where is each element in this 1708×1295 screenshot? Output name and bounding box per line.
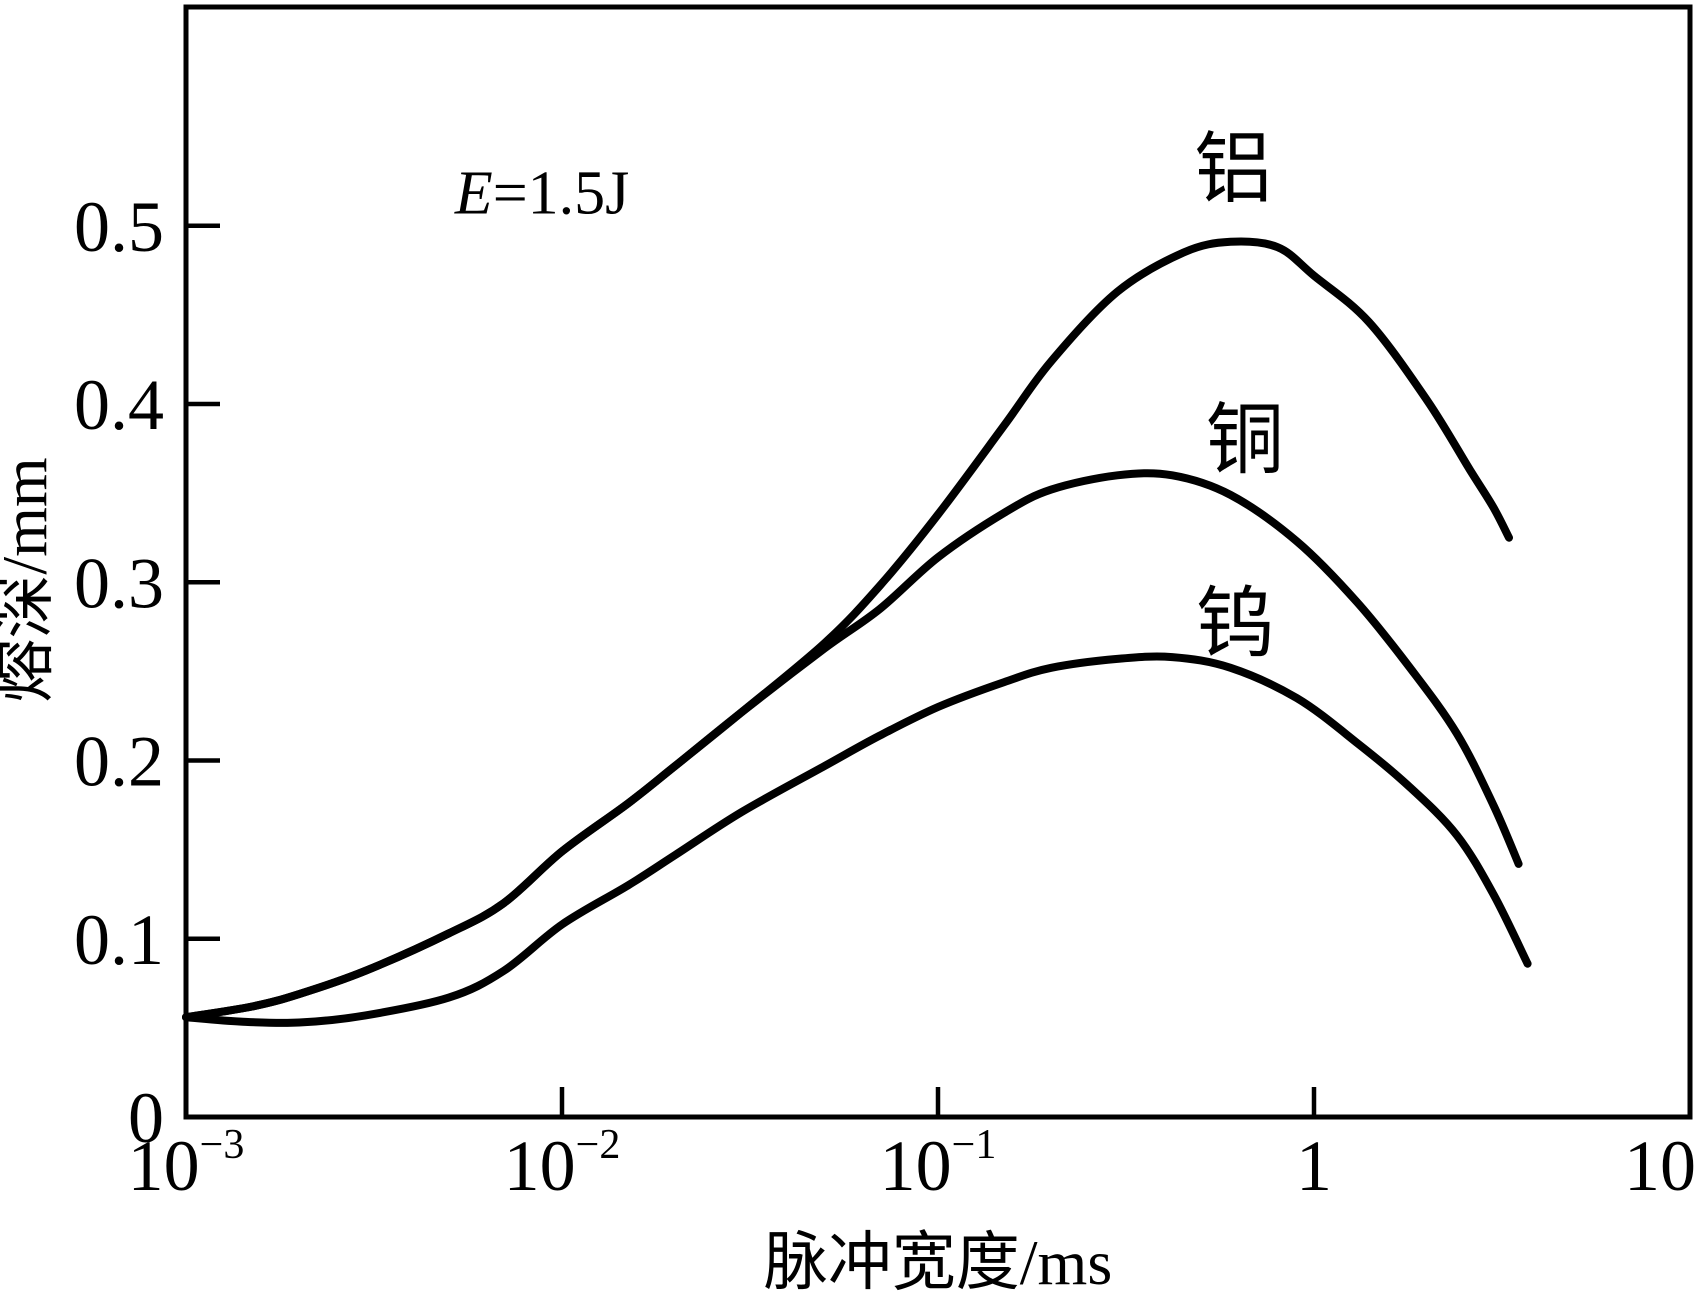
annotation-value: =1.5J	[493, 159, 630, 227]
y-axis-ticks: 0 0.1 0.2 0.3 0.4 0.5	[74, 187, 220, 1158]
x-tick-label: 10−2	[504, 1122, 621, 1206]
curve-tungsten	[182, 652, 1532, 1027]
y-tick-label: 0.2	[74, 722, 164, 802]
x-tick-label: 10	[1624, 1126, 1696, 1206]
series-label-aluminum: 铝	[1194, 125, 1272, 212]
y-axis-title: 熔深/mm	[0, 457, 60, 702]
series-label-copper: 铜	[1206, 396, 1284, 483]
x-tick-label: 1	[1296, 1126, 1332, 1206]
series-label-tungsten: 钨	[1196, 580, 1274, 667]
y-tick-label: 0	[128, 1078, 164, 1158]
x-tick-label: 10−3	[128, 1122, 245, 1206]
curve-copper	[182, 469, 1523, 1022]
data-curves	[182, 237, 1532, 1027]
y-tick-label: 0.1	[74, 900, 164, 980]
energy-annotation: E=1.5J	[454, 159, 629, 227]
x-tick-label: 10−1	[880, 1122, 997, 1206]
y-tick-label: 0.4	[74, 365, 164, 445]
y-tick-label: 0.3	[74, 543, 164, 623]
x-axis-ticks: 10−3 10−2 10−1 1 10	[128, 1087, 1696, 1206]
x-axis-title: 脉冲宽度/ms	[764, 1227, 1112, 1295]
y-tick-label: 0.5	[74, 187, 164, 267]
annotation-variable: E	[454, 159, 493, 227]
